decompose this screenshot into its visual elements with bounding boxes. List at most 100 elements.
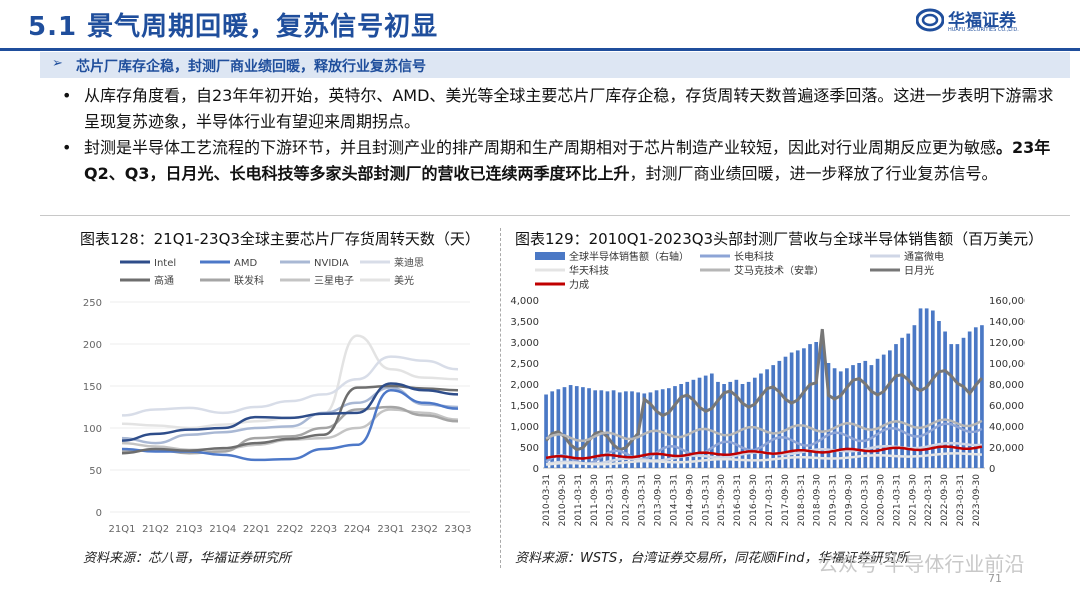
bar-global-sales	[808, 344, 812, 468]
y-right-tick-label: 20,000	[989, 443, 1024, 454]
y-right-tick-label: 120,000	[989, 338, 1025, 349]
y-right-tick-label: 140,000	[989, 317, 1025, 328]
bullet-paragraph: 从库存角度看，自23年年初开始，英特尔、AMD、美光等全球主要芯片厂库存企稳，存…	[84, 86, 1054, 131]
x-tick-label: 2016-03-31	[733, 474, 743, 526]
x-tick-label: 23Q2	[411, 524, 438, 535]
legend-label: 艾马克技术（安靠）	[734, 264, 824, 277]
bar-global-sales	[752, 377, 757, 468]
bar-global-sales	[955, 344, 960, 468]
company-logo: 华福证券 HUAFU SECURITIES CO.,LTD.	[916, 6, 1042, 36]
series-line-3	[545, 418, 983, 443]
x-tick-label: 22Q1	[243, 524, 270, 535]
x-tick-label: 2018-09-30	[813, 474, 823, 527]
bar-global-sales	[654, 390, 659, 468]
bar-global-sales	[967, 331, 972, 468]
arrow-icon: ➢	[52, 56, 63, 71]
x-tick-label: 2021-03-31	[892, 474, 902, 526]
y-left-tick-label: 3,500	[510, 317, 539, 328]
bar-global-sales	[912, 325, 917, 468]
y-tick-label: 200	[83, 340, 102, 351]
bar-global-sales	[832, 368, 837, 468]
series-line-4	[121, 384, 459, 455]
y-right-tick-label: 40,000	[989, 422, 1024, 433]
y-left-tick-label: 2,000	[510, 380, 539, 391]
x-tick-label: 21Q2	[142, 524, 169, 535]
x-tick-label: 2011-03-31	[574, 474, 584, 526]
legend-label: 莱迪思	[394, 257, 424, 269]
y-left-tick-label: 4,000	[510, 296, 539, 307]
bar-global-sales	[875, 358, 880, 468]
bar-global-sales	[900, 337, 904, 468]
x-tick-label: 2015-03-31	[701, 474, 711, 526]
legend-label: Intel	[154, 258, 176, 269]
legend-swatch	[535, 252, 565, 260]
bar-global-sales	[795, 350, 800, 468]
y-left-tick-label: 0	[533, 464, 539, 475]
bullet-marker: •	[62, 86, 72, 105]
subheading-text: 芯片厂库存企稳，封测厂商业绩回暖，释放行业复苏信号	[76, 59, 426, 75]
y-right-tick-label: 60,000	[989, 401, 1024, 412]
bar-global-sales	[888, 350, 892, 468]
bullet-marker: •	[62, 138, 72, 157]
y-left-tick-label: 500	[520, 443, 539, 454]
bar-global-sales	[660, 389, 665, 468]
bar-global-sales	[814, 342, 819, 468]
bar-global-sales	[845, 368, 849, 468]
x-tick-label: 21Q1	[109, 524, 136, 535]
y-left-tick-label: 3,000	[510, 338, 539, 349]
x-tick-label: 2010-03-31	[542, 474, 552, 526]
bar-global-sales	[550, 391, 555, 468]
x-tick-label: 21Q3	[176, 524, 203, 535]
legend-label: 通富微电	[904, 250, 944, 263]
bar-global-sales	[961, 337, 966, 468]
x-tick-label: 2014-03-31	[669, 474, 679, 526]
x-tick-label: 2022-09-30	[940, 474, 950, 527]
bar-global-sales	[863, 360, 868, 468]
bar-global-sales	[642, 393, 647, 468]
bar-global-sales	[734, 379, 739, 468]
y-right-tick-label: 160,000	[989, 296, 1025, 307]
y-right-tick-label: 80,000	[989, 380, 1024, 391]
logo-subtext: HUAFU SECURITIES CO.,LTD.	[948, 27, 1019, 33]
y-left-tick-label: 1,500	[510, 401, 539, 412]
legend-label: 联发科	[234, 274, 264, 287]
y-tick-label: 0	[96, 508, 102, 519]
page-title: 5.1 景气周期回暖，复苏信号初显	[28, 12, 439, 42]
bar-global-sales	[826, 363, 831, 468]
bar-global-sales	[771, 365, 776, 468]
x-tick-label: 22Q3	[310, 524, 337, 535]
x-tick-label: 22Q4	[344, 524, 371, 535]
legend-label: 三星电子	[314, 274, 354, 287]
page-number: 71	[988, 572, 1002, 585]
bullet-text-part: 封测是半导体工艺流程的下游环节，并且封测产业的排产周期和生产周期相对于芯片制造产…	[84, 138, 997, 157]
x-tick-label: 2020-03-31	[861, 474, 871, 526]
bar-global-sales	[728, 381, 733, 468]
bar-global-sales	[605, 391, 610, 468]
bar-global-sales	[556, 389, 561, 468]
bar-global-sales	[906, 333, 911, 468]
series-line-0	[121, 382, 459, 442]
bar-global-sales	[937, 321, 941, 468]
x-tick-label: 2022-03-31	[924, 474, 934, 526]
series-line-2	[545, 452, 982, 466]
bar-global-sales	[943, 331, 947, 468]
bar-global-sales	[869, 365, 874, 468]
series-line-3	[121, 355, 459, 417]
bar-global-sales	[697, 377, 702, 468]
bar-global-sales	[918, 308, 923, 468]
logo-text: 华福证券	[948, 11, 1016, 31]
x-tick-label: 2012-03-31	[606, 474, 616, 526]
right-chart-title: 图表129：2010Q1-2023Q3头部封测厂营收与全球半导体销售额（百万美元…	[515, 230, 1044, 248]
series-line-0	[545, 422, 983, 465]
x-tick-label: 2015-09-30	[717, 474, 727, 527]
legend-label: NVIDIA	[314, 258, 349, 269]
bar-global-sales	[617, 392, 622, 468]
bar-global-sales	[673, 386, 677, 468]
bar-global-sales	[820, 337, 825, 468]
x-tick-label: 21Q4	[209, 524, 236, 535]
x-tick-label: 2010-09-30	[558, 474, 568, 527]
bar-global-sales	[679, 384, 683, 468]
legend-label: 高通	[154, 274, 174, 287]
legend-label: 全球半导体销售额（右轴）	[569, 250, 689, 263]
